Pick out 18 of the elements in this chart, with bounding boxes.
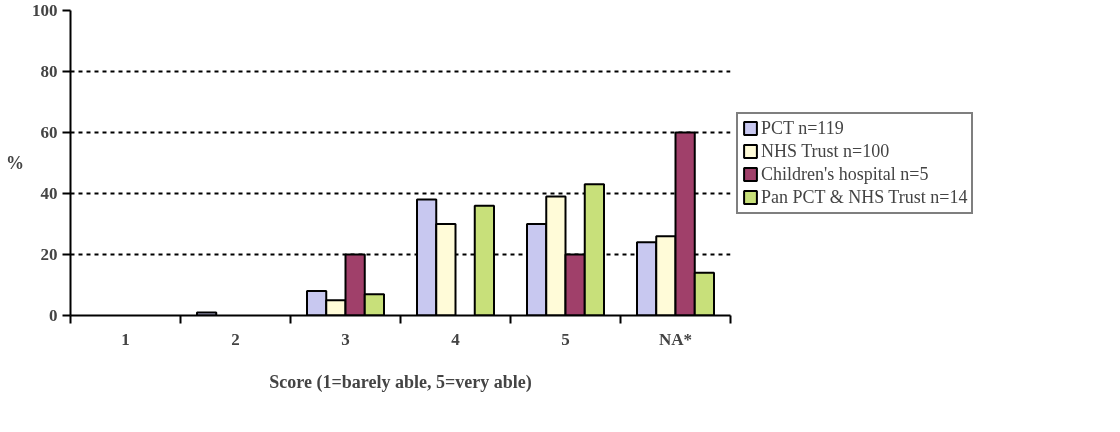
x-tick-label: 1 [121, 329, 130, 349]
legend-label: NHS Trust n=100 [761, 140, 890, 162]
x-tick-label: 4 [451, 329, 461, 349]
y-tick-label: 40 [40, 184, 58, 203]
y-tick-label: 100 [32, 1, 58, 20]
legend-label: Children's hospital n=5 [761, 163, 929, 185]
y-tick-label: 80 [40, 62, 58, 81]
y-tick-label: 60 [40, 123, 58, 142]
y-tick-label: 0 [49, 306, 58, 325]
x-tick-label: 2 [231, 329, 240, 349]
x-tick-label: 5 [561, 329, 570, 349]
y-tick-label: 20 [40, 245, 58, 264]
x-axis-title: Score (1=barely able, 5=very able) [269, 371, 532, 393]
legend-label: PCT n=119 [761, 117, 844, 139]
y-axis-title: % [6, 153, 24, 173]
legend-label: Pan PCT & NHS Trust n=14 [761, 186, 968, 208]
x-tick-label: 3 [341, 329, 350, 349]
x-tick-label: NA* [658, 329, 693, 349]
